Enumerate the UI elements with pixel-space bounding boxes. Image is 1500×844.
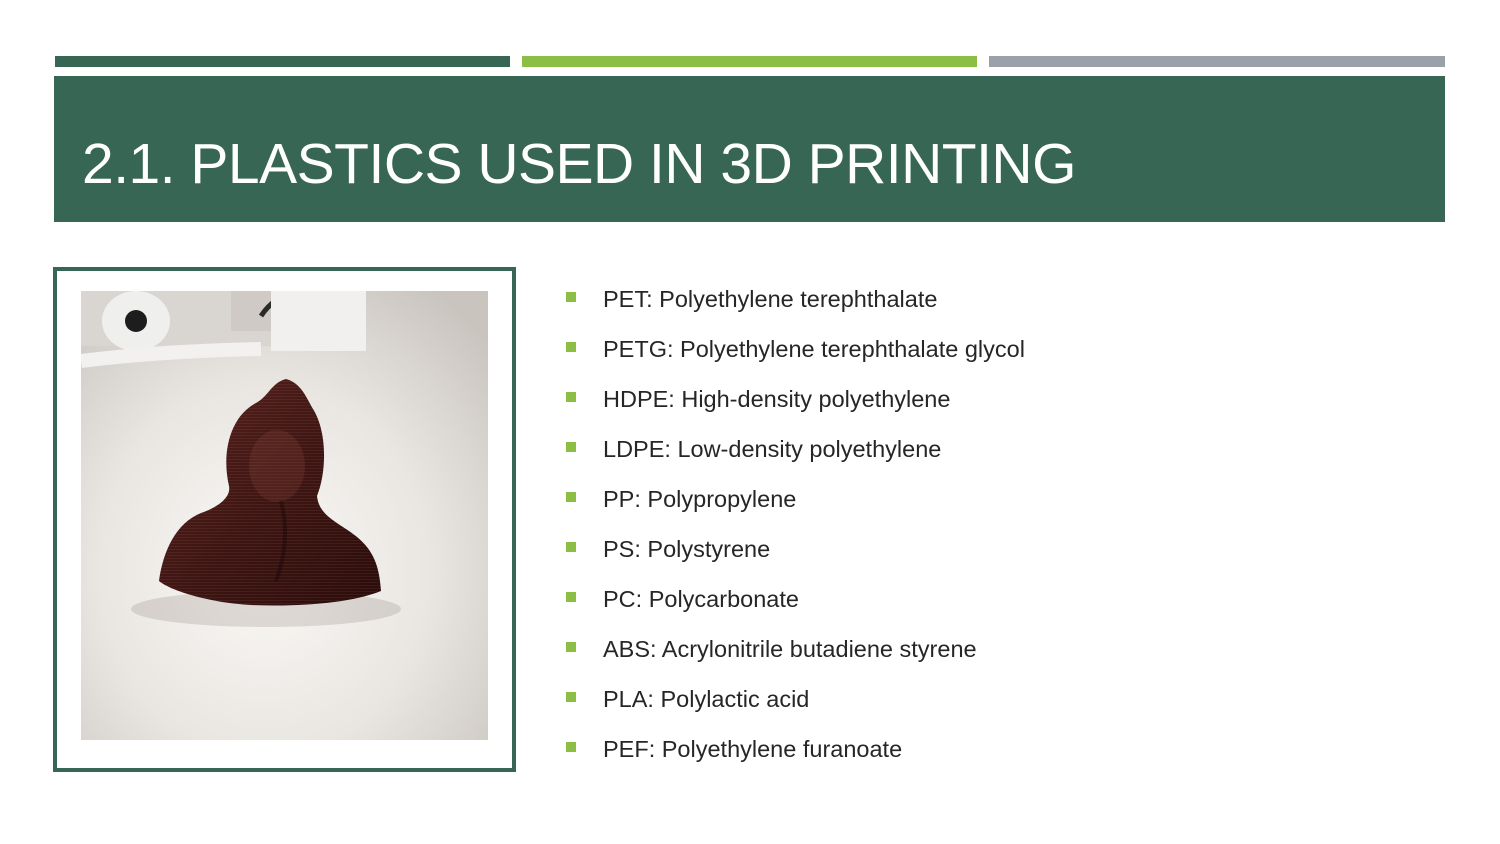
accent-bar-dark-green bbox=[55, 56, 510, 67]
square-bullet-icon bbox=[566, 292, 576, 302]
square-bullet-icon bbox=[566, 742, 576, 752]
list-item: PEF: Polyethylene furanoate bbox=[566, 724, 1025, 774]
square-bullet-icon bbox=[566, 392, 576, 402]
list-item-text: PETG: Polyethylene terephthalate glycol bbox=[603, 335, 1025, 362]
square-bullet-icon bbox=[566, 342, 576, 352]
list-item-text: LDPE: Low-density polyethylene bbox=[603, 435, 942, 462]
list-item-text: PET: Polyethylene terephthalate bbox=[603, 285, 938, 312]
list-item-text: PLA: Polylactic acid bbox=[603, 685, 810, 712]
list-item-text: PC: Polycarbonate bbox=[603, 585, 799, 612]
list-item: PET: Polyethylene terephthalate bbox=[566, 274, 1025, 324]
title-band: 2.1. PLASTICS USED IN 3D PRINTING bbox=[54, 76, 1445, 222]
list-item: PS: Polystyrene bbox=[566, 524, 1025, 574]
list-item: HDPE: High-density polyethylene bbox=[566, 374, 1025, 424]
list-item: LDPE: Low-density polyethylene bbox=[566, 424, 1025, 474]
3d-printed-bust-image bbox=[81, 291, 488, 740]
photo-frame bbox=[53, 267, 516, 772]
square-bullet-icon bbox=[566, 692, 576, 702]
list-item-text: PS: Polystyrene bbox=[603, 535, 771, 562]
list-item: PC: Polycarbonate bbox=[566, 574, 1025, 624]
slide-title: 2.1. PLASTICS USED IN 3D PRINTING bbox=[82, 132, 1076, 196]
list-item: PLA: Polylactic acid bbox=[566, 674, 1025, 724]
list-item-text: ABS: Acrylonitrile butadiene styrene bbox=[603, 635, 977, 662]
square-bullet-icon bbox=[566, 592, 576, 602]
list-item: ABS: Acrylonitrile butadiene styrene bbox=[566, 624, 1025, 674]
square-bullet-icon bbox=[566, 542, 576, 552]
square-bullet-icon bbox=[566, 442, 576, 452]
list-item-text: HDPE: High-density polyethylene bbox=[603, 385, 951, 412]
list-item: PETG: Polyethylene terephthalate glycol bbox=[566, 324, 1025, 374]
square-bullet-icon bbox=[566, 492, 576, 502]
accent-bar-gray bbox=[989, 56, 1445, 67]
list-item-text: PEF: Polyethylene furanoate bbox=[603, 735, 903, 762]
square-bullet-icon bbox=[566, 642, 576, 652]
list-item-text: PP: Polypropylene bbox=[603, 485, 797, 512]
accent-bar-light-green bbox=[522, 56, 977, 67]
plastics-list: PET: Polyethylene terephthalate PETG: Po… bbox=[566, 274, 1025, 774]
3d-printed-bust-photo bbox=[81, 291, 488, 740]
list-item: PP: Polypropylene bbox=[566, 474, 1025, 524]
